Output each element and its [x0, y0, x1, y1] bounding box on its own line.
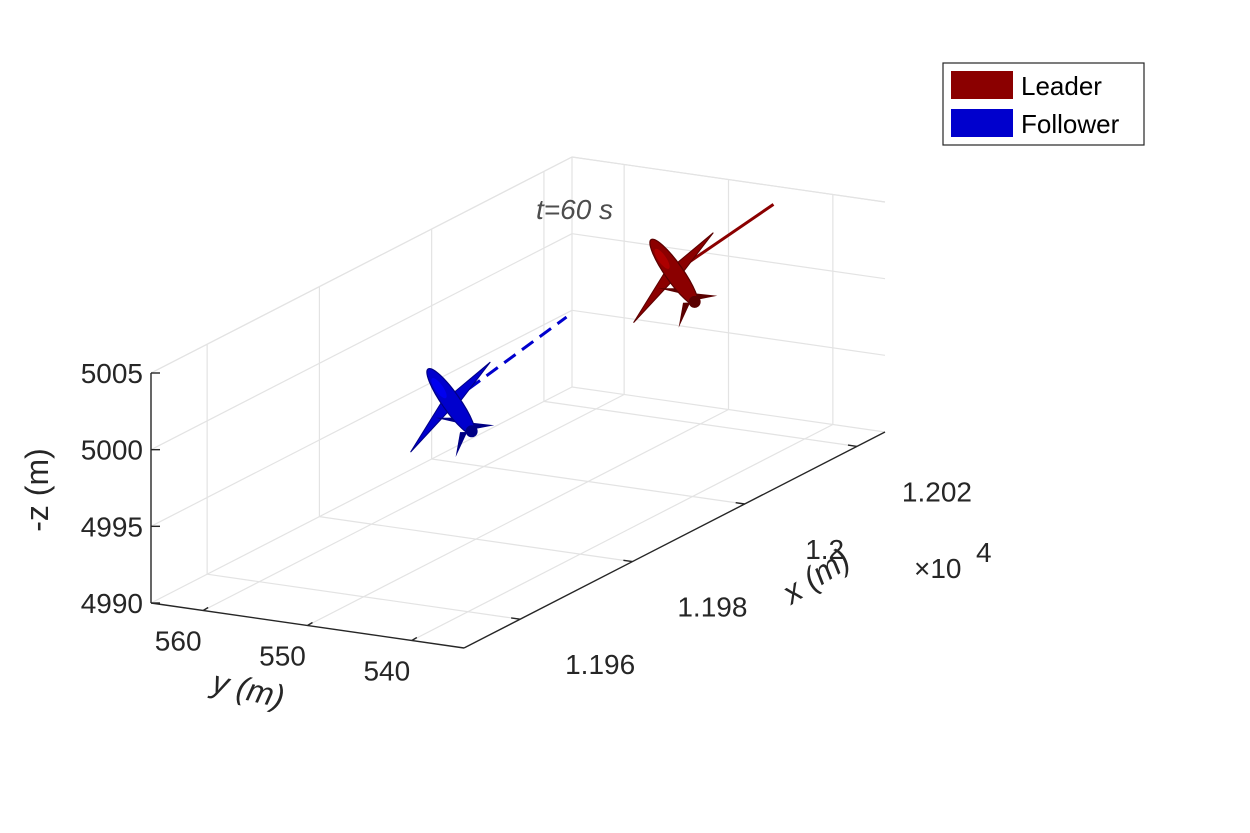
x-tick-label: 1.198: [677, 592, 747, 623]
z-tick-label: 4990: [81, 588, 143, 619]
aircraft-nozzle: [688, 295, 701, 308]
time-annotation: t=60 s: [536, 194, 613, 225]
y-tick: [307, 621, 313, 627]
z-tick-label: 5000: [81, 435, 143, 466]
tick-labels: 1.196 1.198 1.2 1.202 560 550 540 4990 4995 5000 5…: [81, 358, 972, 687]
y-tick: [202, 606, 209, 612]
legend-label-leader: Leader: [1021, 71, 1102, 101]
x-tick: [511, 617, 521, 620]
grid-line-sidewall-z: [571, 386, 886, 433]
x-tick-label: 1.2: [805, 534, 844, 565]
grid-lines: [150, 156, 886, 642]
x-tick-label: 1.202: [902, 476, 972, 507]
legend: Leader Follower: [942, 62, 1145, 146]
x-tick: [623, 559, 633, 563]
aircraft-tail-right: [696, 293, 718, 300]
aircraft-nozzle: [465, 425, 478, 438]
z-tick-label: 5005: [81, 358, 143, 389]
legend-swatch-leader: [951, 71, 1013, 99]
grid-line-wall-z: [150, 386, 573, 604]
box-edge-top-back: [150, 156, 573, 374]
x-axis-exponent: ×10 4: [914, 537, 992, 584]
legend-label-follower: Follower: [1021, 109, 1120, 139]
z-tick-label: 4995: [81, 511, 143, 542]
box-edge-top-side: [571, 156, 886, 203]
y-tick-label: 560: [155, 626, 202, 657]
aircraft-tail-right: [473, 422, 495, 429]
plot-series: [410, 203, 775, 458]
legend-swatch-follower: [951, 109, 1013, 137]
x-tick: [847, 444, 858, 448]
y-tick-label: 540: [363, 656, 410, 687]
x-exponent-base: ×10: [914, 553, 962, 584]
grid-line-wall-z: [150, 233, 573, 451]
grid-line-sidewall-z: [571, 233, 886, 280]
grid-line-sidewall-z: [571, 309, 886, 356]
z-axis-label: -z (m): [19, 448, 55, 532]
axes: [150, 372, 886, 649]
aircraft-canopy: [654, 248, 670, 269]
x-tick: [735, 502, 745, 505]
aircraft-icon: [410, 361, 495, 458]
grid-line-floor-y: [411, 423, 834, 642]
x-axis-line: [463, 431, 886, 649]
aircraft-icon: [633, 232, 718, 328]
x-tick-label: 1.196: [565, 649, 635, 680]
aircraft-canopy: [431, 378, 447, 399]
y-tick-label: 550: [259, 641, 306, 672]
grid-line-floor-y: [307, 408, 729, 627]
grid-line-wall-z: [150, 309, 573, 527]
x-exponent-power: 4: [976, 537, 992, 568]
y-tick: [411, 636, 418, 642]
grid-line-floor-y: [202, 393, 625, 612]
